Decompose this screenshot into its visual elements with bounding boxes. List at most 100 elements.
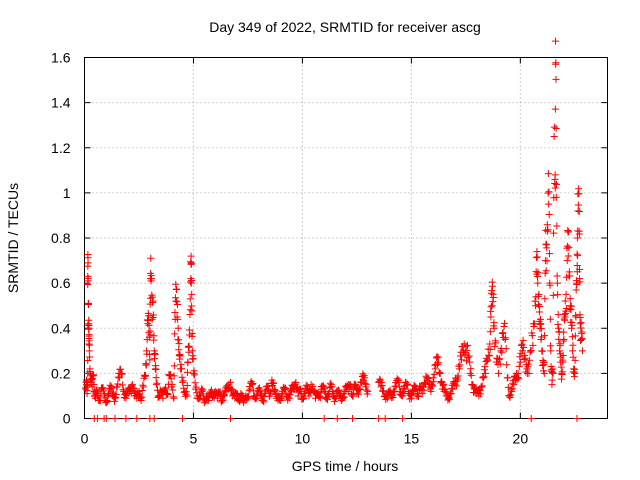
data-point <box>170 362 178 370</box>
data-point <box>507 391 515 399</box>
data-point <box>430 370 438 378</box>
data-point <box>496 360 504 368</box>
data-point <box>543 244 551 252</box>
data-point <box>569 341 577 349</box>
y-tick-label: 1.2 <box>51 140 71 156</box>
data-point <box>477 390 485 398</box>
data-point <box>478 383 486 391</box>
data-point <box>545 188 553 196</box>
data-point <box>487 307 495 315</box>
data-point <box>138 393 146 401</box>
data-point <box>151 351 159 359</box>
data-point <box>499 329 507 337</box>
data-point <box>183 381 191 389</box>
data-point <box>302 381 310 389</box>
data-point <box>119 381 127 389</box>
data-point <box>382 392 390 400</box>
data-point <box>319 381 327 389</box>
data-point <box>378 381 386 389</box>
data-point <box>169 386 177 394</box>
data-point <box>271 385 279 393</box>
data-point <box>485 352 493 360</box>
data-point <box>539 367 547 375</box>
data-point <box>553 279 561 287</box>
data-point <box>375 415 383 422</box>
data-point <box>188 307 196 315</box>
data-point <box>550 229 558 237</box>
data-point <box>112 390 120 398</box>
data-point <box>537 320 545 328</box>
data-point <box>452 377 460 385</box>
data-point <box>191 371 199 379</box>
data-point <box>439 381 447 389</box>
x-tick-label: 15 <box>404 431 420 447</box>
data-point <box>563 242 571 250</box>
x-tick-label: 0 <box>81 431 89 447</box>
data-point <box>562 290 570 298</box>
data-point <box>352 381 360 389</box>
data-point <box>543 221 551 229</box>
data-point <box>171 308 179 316</box>
data-point <box>162 390 170 398</box>
data-point <box>502 345 510 353</box>
data-point <box>186 295 194 303</box>
data-point <box>406 395 414 403</box>
data-point <box>571 365 579 373</box>
data-point <box>576 320 584 328</box>
data-point <box>527 346 535 354</box>
data-point <box>276 394 284 402</box>
data-point <box>187 278 195 286</box>
data-point <box>485 351 493 359</box>
data-point <box>176 352 184 360</box>
data-point <box>574 252 582 260</box>
data-point <box>122 394 130 402</box>
data-point <box>100 387 108 395</box>
data-point <box>532 302 540 310</box>
data-point <box>117 370 125 378</box>
data-point <box>299 394 307 402</box>
data-point <box>406 392 414 400</box>
data-point <box>556 347 564 355</box>
data-point <box>328 383 336 391</box>
data-point <box>178 373 186 381</box>
data-point <box>122 415 130 422</box>
data-point <box>575 190 583 198</box>
data-point <box>508 387 516 395</box>
data-point <box>465 352 473 360</box>
data-point <box>361 379 369 387</box>
data-point <box>414 392 422 400</box>
data-point <box>552 59 560 67</box>
data-point <box>526 348 534 356</box>
data-point <box>152 366 160 374</box>
data-point <box>431 361 439 369</box>
data-point <box>449 385 457 393</box>
data-point <box>286 391 294 399</box>
data-point <box>85 331 93 339</box>
data-point <box>556 342 564 350</box>
data-point <box>578 334 586 342</box>
data-point <box>567 302 575 310</box>
data-point <box>102 415 110 422</box>
data-point <box>402 381 410 389</box>
data-point <box>227 415 235 422</box>
data-point <box>393 375 401 383</box>
data-point <box>435 359 443 367</box>
data-point <box>550 132 558 140</box>
data-point <box>259 397 267 405</box>
data-point <box>357 378 365 386</box>
data-point <box>118 370 126 378</box>
data-point <box>424 375 432 383</box>
data-point <box>534 292 542 300</box>
data-point <box>321 385 329 393</box>
data-point <box>432 354 440 362</box>
data-point <box>174 336 182 344</box>
data-point <box>404 380 412 388</box>
data-point <box>496 355 504 363</box>
data-point <box>185 348 193 356</box>
data-point <box>341 387 349 395</box>
data-point <box>516 358 524 366</box>
data-point <box>315 393 323 401</box>
data-point <box>476 387 484 395</box>
data-point <box>480 366 488 374</box>
data-point <box>575 230 583 238</box>
